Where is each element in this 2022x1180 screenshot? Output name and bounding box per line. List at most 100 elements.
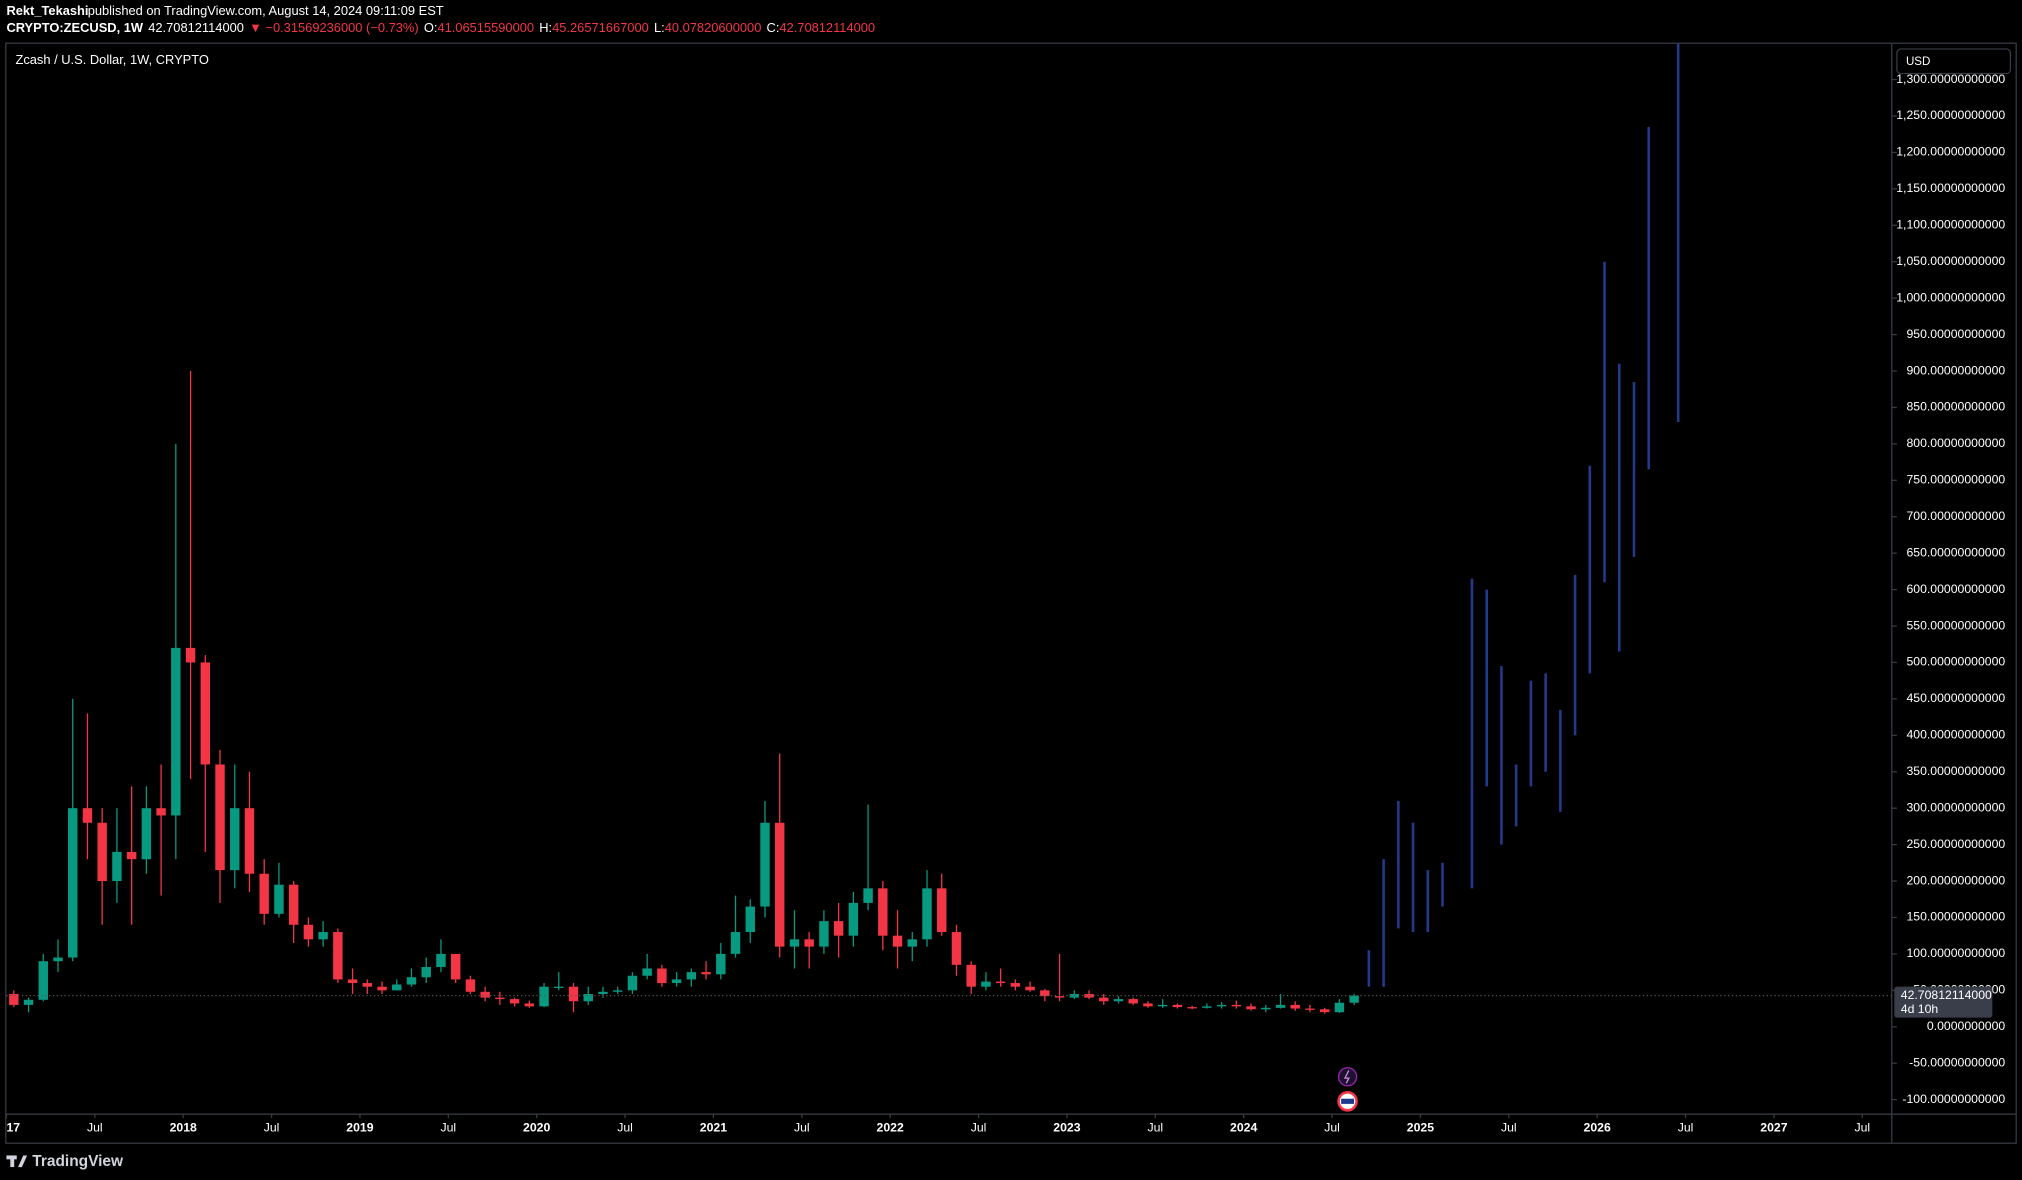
candle-body: [1157, 1004, 1168, 1007]
change: ▼ −0.31569236000 (−0.73%): [249, 20, 419, 35]
last-price-box: [1894, 986, 1993, 1018]
x-tick-label: 2019: [346, 1121, 373, 1135]
y-tick-label: 550.00000000000: [1906, 618, 2005, 632]
y-tick-label: 1,300.00000000000: [1896, 72, 2005, 86]
y-tick-label: 1,200.00000000000: [1896, 145, 2005, 159]
candle-body: [215, 764, 225, 871]
currency-button[interactable]: [1896, 48, 2012, 75]
candle-body: [495, 997, 505, 1000]
candle-body: [347, 979, 358, 984]
candle-body: [716, 953, 726, 975]
candle-body: [1099, 997, 1109, 1002]
y-tick-label: 100.00000000000: [1906, 946, 2005, 960]
candle-body: [82, 808, 93, 823]
candle-body: [9, 993, 19, 1005]
y-tick-label: 1,150.00000000000: [1896, 181, 2005, 195]
flag-glyph: [1341, 1098, 1355, 1104]
candle-body: [819, 921, 829, 947]
y-tick-label: 400.00000000000: [1906, 728, 2005, 742]
x-tick-label: 2022: [877, 1121, 904, 1135]
event-glyph: [1343, 1070, 1350, 1084]
candle-body: [406, 977, 417, 985]
y-tick-label: -100.00000000000: [1902, 1092, 2005, 1106]
currency: USD: [1906, 55, 1930, 68]
candle-body: [1275, 1004, 1286, 1008]
last-value: 42.70812114000: [148, 20, 244, 35]
candle-body: [1334, 1002, 1345, 1013]
candle-body: [200, 662, 211, 765]
y-tick-label: 1,000.00000000000: [1896, 290, 2005, 304]
candle-body: [230, 808, 240, 871]
candle-body: [907, 939, 917, 947]
candle-body: [23, 999, 34, 1005]
publisher: Rekt_Tekashi: [6, 3, 88, 18]
published-note: published on TradingView.com, August 14,…: [88, 3, 444, 18]
candle-body: [612, 990, 623, 992]
candle-body: [568, 986, 579, 1002]
candle-body: [53, 957, 63, 962]
candle-body: [1216, 1004, 1227, 1007]
x-tick-label: 2018: [170, 1121, 197, 1135]
candle-body: [1172, 1004, 1183, 1008]
ohlc-key: C:: [767, 20, 780, 35]
y-tick-label: 200.00000000000: [1906, 873, 2005, 887]
candle-body: [465, 979, 476, 992]
x-tick-label: Jul: [1678, 1121, 1694, 1135]
y-tick-label: 1,050.00000000000: [1896, 254, 2005, 268]
candle-body: [288, 884, 299, 925]
event-icon[interactable]: [1337, 1067, 1358, 1087]
ohlc-line: 42.70812114000 ▼ −0.31569236000 (−0.73%) O…: [148, 20, 875, 35]
y-tick-label: 150.00000000000: [1906, 910, 2005, 924]
candle-body: [583, 993, 593, 1002]
last-price-label: 42.70812114000: [1901, 988, 1992, 1002]
ohlc-value: 40.07820600000: [665, 20, 762, 35]
x-tick-label: Jul: [1854, 1121, 1870, 1135]
candle-body: [1128, 999, 1138, 1004]
candle-body: [185, 647, 196, 663]
candle-body: [1084, 993, 1094, 998]
candle-body: [775, 822, 785, 947]
x-tick-label: Jul: [1147, 1121, 1163, 1135]
candle-body: [1319, 1009, 1330, 1013]
candle-body: [1187, 1007, 1197, 1009]
logo: [6, 1155, 28, 1168]
candle-body: [686, 972, 697, 980]
candle-body: [1040, 990, 1050, 997]
candle-body: [480, 991, 490, 998]
candle-body: [745, 906, 755, 933]
candle-body: [804, 939, 814, 947]
x-tick-label: 2020: [523, 1121, 550, 1135]
candle-body: [333, 932, 343, 980]
candle-body: [509, 999, 520, 1004]
axes: -100.00000000000 -50.00000000000 0.0000000…: [5, 72, 2005, 1135]
x-tick-label: 2024: [1230, 1121, 1257, 1135]
candle-body: [524, 1003, 535, 1007]
y-tick-label: 350.00000000000: [1906, 764, 2005, 778]
ohlc-key: H:: [539, 20, 552, 35]
x-tick-label: Jul: [440, 1121, 456, 1135]
y-tick-label: 300.00000000000: [1906, 800, 2005, 814]
y-tick-label: -50.00000000000: [1909, 1055, 2005, 1069]
candle-body: [112, 851, 122, 882]
candle-body: [274, 884, 284, 914]
x-tick-label: Jul: [87, 1121, 103, 1135]
candle-body: [1143, 1003, 1153, 1007]
candle-body: [627, 975, 638, 991]
symbol: CRYPTO:ZECUSD, 1W: [6, 20, 143, 35]
candle-body: [141, 808, 152, 860]
y-tick-label: 750.00000000000: [1906, 473, 2005, 487]
frame: [5, 42, 2017, 1144]
candle-body: [303, 924, 314, 940]
x-tick-label: 17: [6, 1121, 20, 1135]
x-tick-label: 2027: [1760, 1121, 1787, 1135]
candle-body: [539, 986, 549, 1007]
y-tick-label: 450.00000000000: [1906, 691, 2005, 705]
x-tick-label: Jul: [1501, 1121, 1517, 1135]
candle-body: [362, 983, 373, 987]
ohlc-key: L:: [654, 20, 665, 35]
candle-body: [760, 822, 770, 907]
y-tick-label: 1,100.00000000000: [1896, 218, 2005, 232]
candle-body: [1025, 986, 1035, 991]
